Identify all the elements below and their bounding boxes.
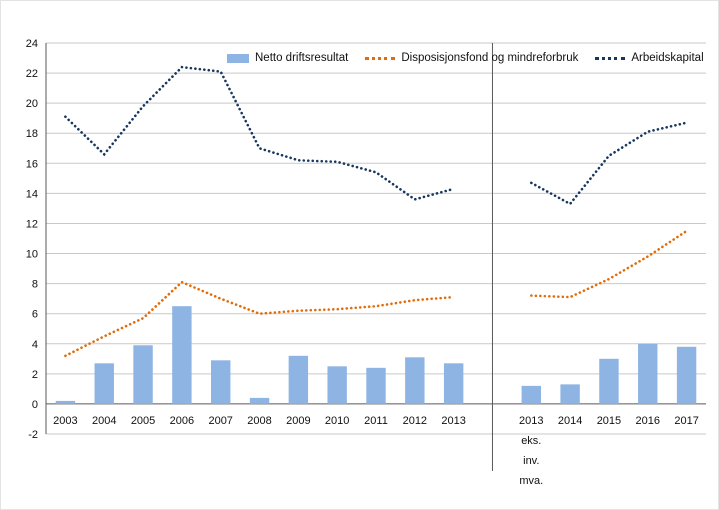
x-tick-label: 2014 — [558, 415, 582, 427]
x-tick-label: 2008 — [247, 415, 271, 427]
y-tick-label: 0 — [32, 399, 38, 411]
bar — [676, 346, 697, 404]
y-tick-label: 22 — [26, 68, 38, 80]
bar — [366, 367, 386, 404]
bar — [638, 343, 658, 404]
y-tick-label: 12 — [26, 218, 38, 230]
bar — [288, 355, 309, 404]
y-tick-label: 24 — [26, 38, 38, 50]
legend-label: Arbeidskapital — [631, 52, 704, 64]
bar — [521, 385, 541, 404]
x-tick-label: 2005 — [131, 415, 155, 427]
line-series — [529, 229, 688, 299]
bar — [249, 397, 270, 404]
x-tick-label: 2003 — [53, 415, 77, 427]
bar — [211, 360, 231, 404]
legend-item: Disposisjonsfond og mindreforbruk — [365, 52, 578, 64]
y-tick-label: 20 — [26, 98, 38, 110]
bar — [443, 363, 464, 404]
y-tick-label: 14 — [26, 188, 38, 200]
legend-dotted-line-swatch — [365, 56, 396, 60]
y-tick-label: 10 — [26, 249, 38, 261]
legend-label: Netto driftsresultat — [255, 52, 349, 64]
x-tick-label: 2009 — [286, 415, 310, 427]
x-tick-label: 2011 — [364, 415, 388, 427]
bar — [560, 384, 580, 404]
legend-item: Netto driftsresultat — [227, 52, 348, 64]
x-tick-label: 2016 — [636, 415, 660, 427]
bar — [133, 345, 153, 404]
x-tick-label: 2004 — [92, 415, 116, 427]
line-series — [64, 280, 455, 358]
bar — [172, 306, 192, 404]
x-tick-label: 2007 — [208, 415, 232, 427]
y-tick-label: 4 — [32, 339, 38, 351]
legend-dotted-line-swatch — [595, 56, 626, 60]
y-tick-label: 8 — [32, 279, 38, 291]
chart-legend: Netto driftsresultat Disposisjonsfond og … — [227, 52, 704, 64]
legend-item: Arbeidskapital — [595, 52, 704, 64]
x-tick-label: 2010 — [325, 415, 349, 427]
legend-bar-swatch — [227, 53, 249, 63]
y-tick-label: 2 — [32, 369, 38, 381]
legend-label: Disposisjonsfond og mindreforbruk — [401, 52, 579, 64]
x-tick-label: 2012 — [403, 415, 427, 427]
y-tick-label: 6 — [32, 309, 38, 321]
line-series — [64, 65, 455, 201]
x-tick-label: 2013 eks. inv. mva. — [519, 415, 543, 487]
bar — [327, 366, 347, 404]
x-tick-label: 2006 — [170, 415, 194, 427]
y-tick-label: 16 — [26, 158, 38, 170]
bar — [599, 358, 619, 404]
x-tick-label: 2017 — [674, 415, 698, 427]
bar — [55, 400, 76, 404]
x-tick-label: 2015 — [597, 415, 621, 427]
bar — [405, 357, 425, 404]
bar — [94, 363, 114, 404]
y-tick-label: 18 — [26, 128, 38, 140]
y-tick-label: -2 — [28, 429, 38, 441]
x-tick-label: 2013 — [441, 415, 465, 427]
